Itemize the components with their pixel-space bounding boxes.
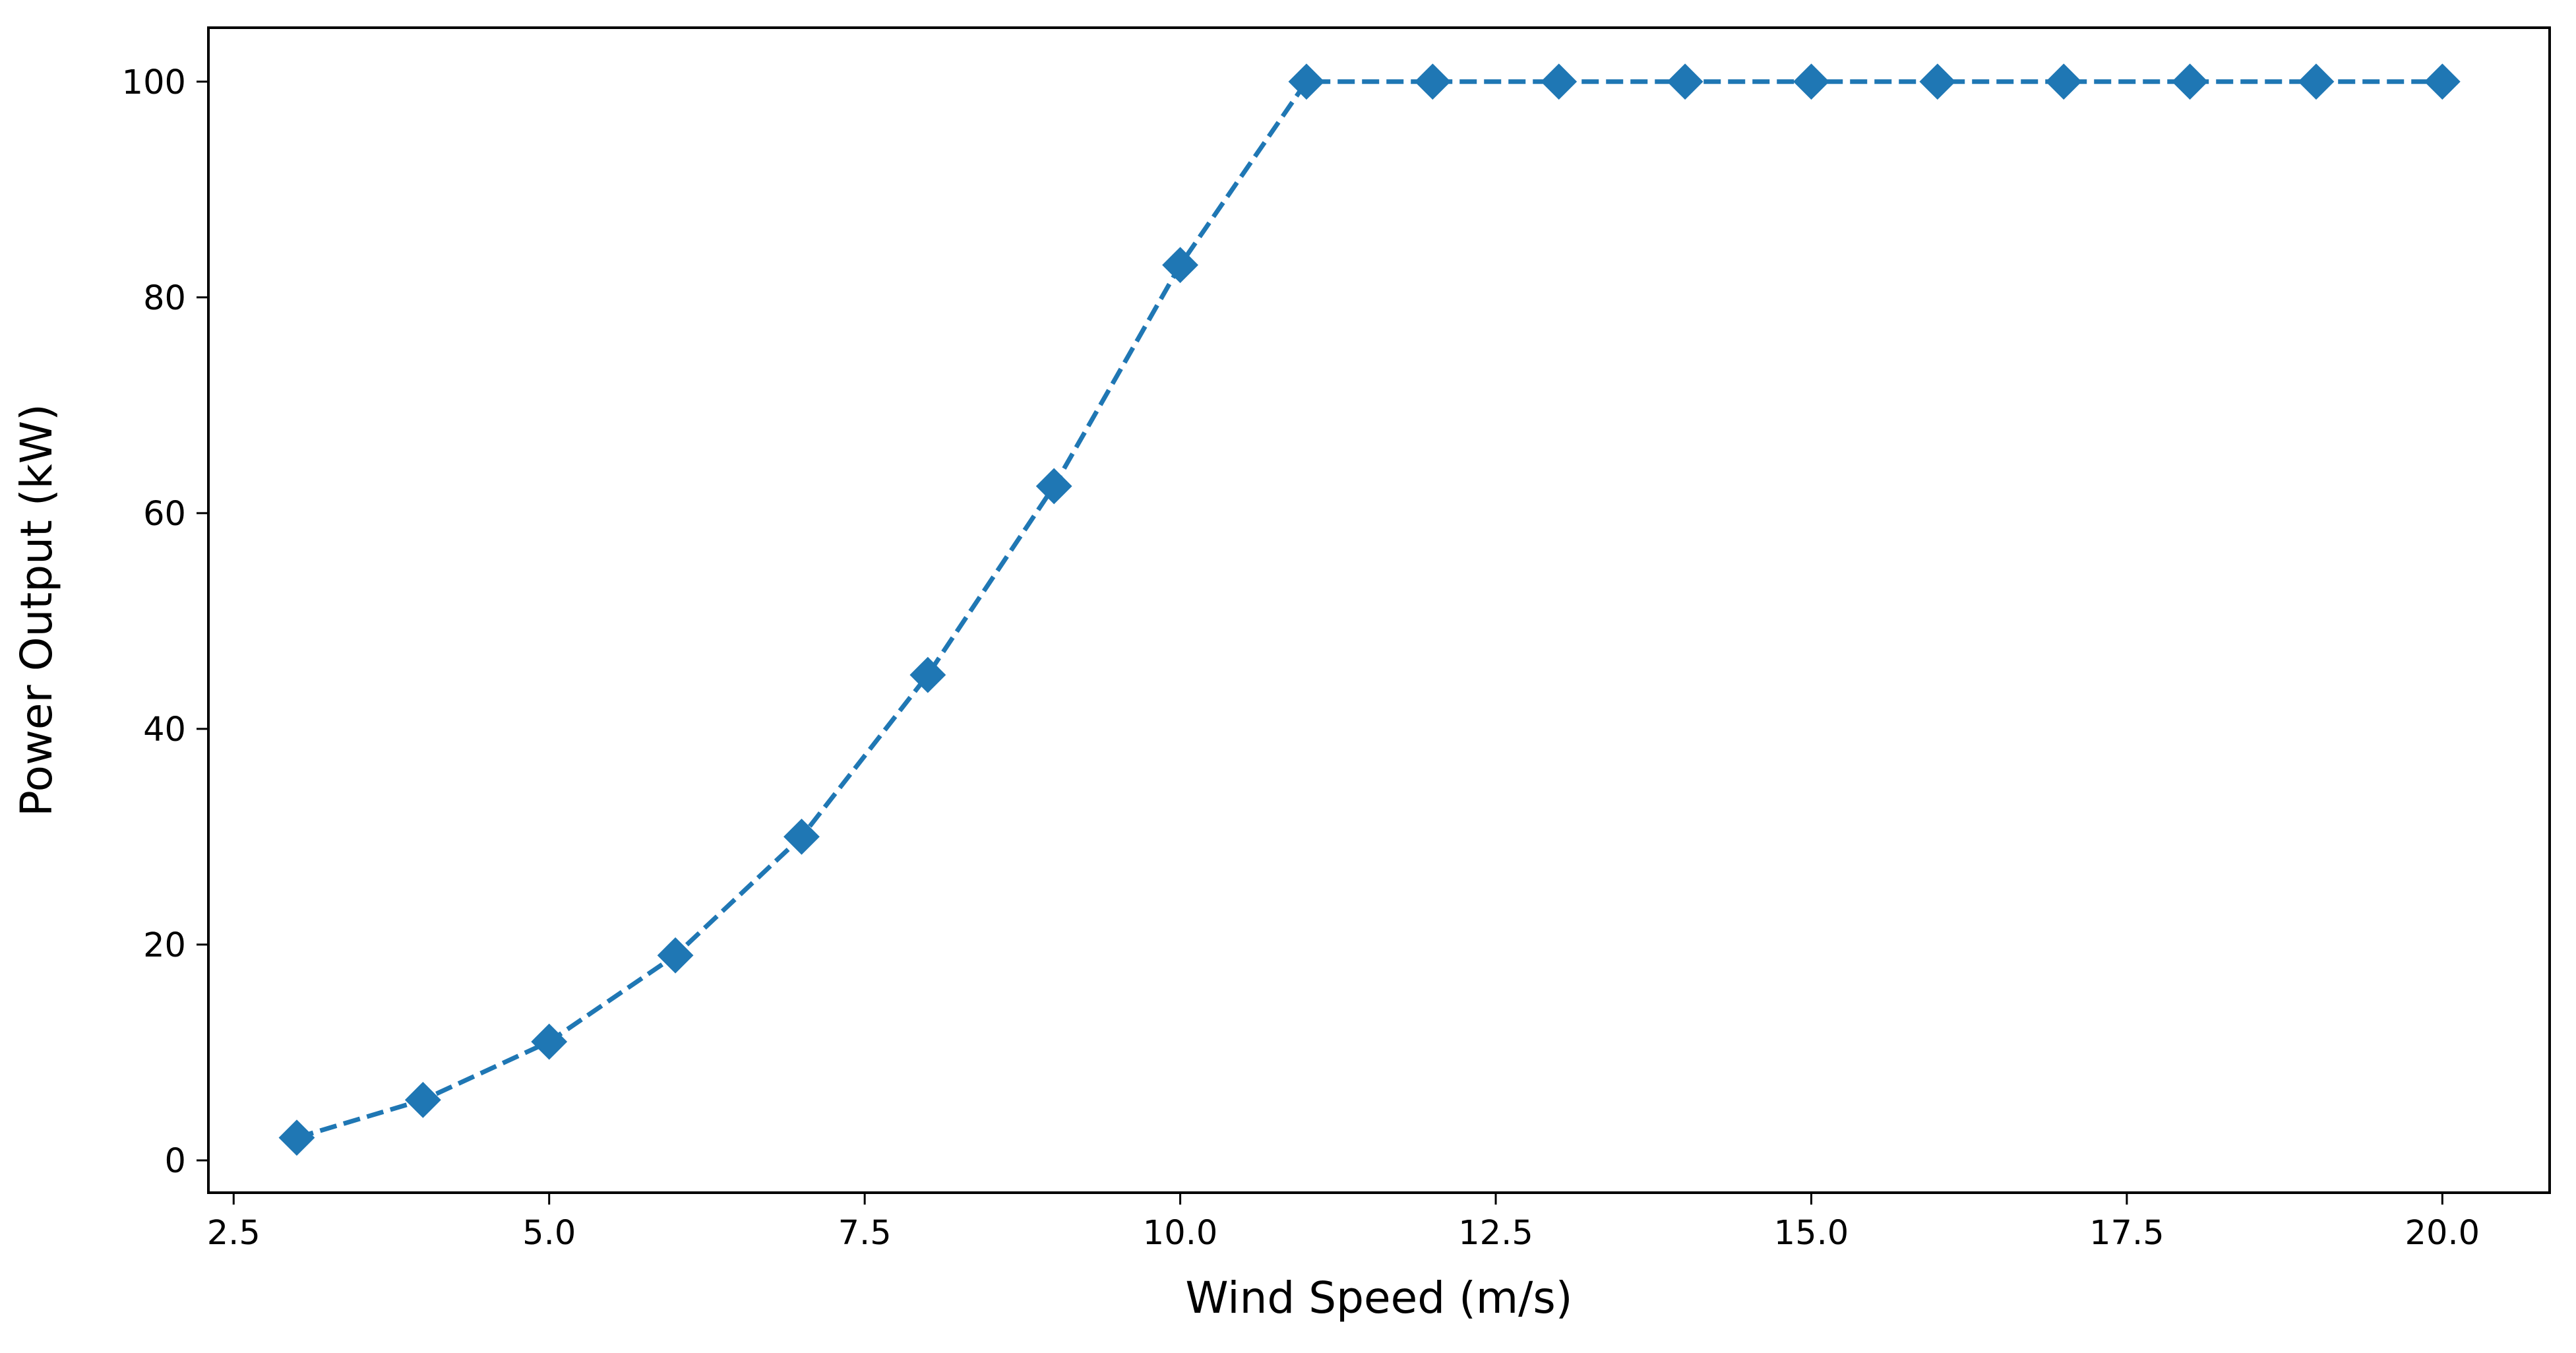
x-tick-label: 10.0 bbox=[1143, 1214, 1218, 1253]
data-point-marker bbox=[404, 1081, 441, 1118]
data-point-marker bbox=[1414, 63, 1451, 100]
axes-frame bbox=[207, 26, 2551, 1194]
x-axis-label: Wind Speed (m/s) bbox=[1185, 1273, 1572, 1323]
x-tick-label: 7.5 bbox=[838, 1214, 892, 1253]
data-point-marker bbox=[2045, 63, 2082, 100]
series-markers bbox=[278, 63, 2461, 1156]
data-point-marker bbox=[278, 1119, 315, 1156]
y-axis-label: Power Output (kW) bbox=[11, 404, 62, 817]
y-tick-label: 100 bbox=[122, 63, 186, 102]
y-tick-label: 40 bbox=[143, 710, 186, 749]
x-axis-ticks: 2.5 5.0 7.5 10.0 12.5 15.0 17.5 20.0 bbox=[207, 1193, 2480, 1253]
data-point-marker bbox=[1162, 247, 1198, 284]
x-tick-label: 20.0 bbox=[2405, 1214, 2480, 1253]
x-tick-label: 17.5 bbox=[2089, 1214, 2164, 1253]
data-point-marker bbox=[2424, 63, 2461, 100]
y-tick-label: 0 bbox=[165, 1142, 186, 1181]
data-point-marker bbox=[2172, 63, 2208, 100]
data-point-marker bbox=[909, 656, 946, 693]
data-point-marker bbox=[1793, 63, 1829, 100]
x-tick-label: 5.0 bbox=[522, 1214, 576, 1253]
x-tick-label: 15.0 bbox=[1774, 1214, 1849, 1253]
y-tick-label: 80 bbox=[143, 279, 186, 318]
data-point-marker bbox=[1288, 63, 1325, 100]
data-point-marker bbox=[657, 937, 694, 974]
data-point-marker bbox=[1919, 63, 1956, 100]
data-point-marker bbox=[1035, 468, 1072, 505]
y-axis-ticks: 0 20 40 60 80 100 bbox=[122, 63, 208, 1181]
data-point-marker bbox=[1541, 63, 1578, 100]
data-point-marker bbox=[1667, 63, 1703, 100]
x-tick-label: 12.5 bbox=[1458, 1214, 1533, 1253]
y-tick-label: 20 bbox=[143, 926, 186, 965]
y-tick-label: 60 bbox=[143, 495, 186, 534]
data-point-marker bbox=[783, 818, 820, 855]
data-point-marker bbox=[2298, 63, 2335, 100]
series-line bbox=[295, 79, 2443, 1140]
data-point-marker bbox=[531, 1023, 568, 1060]
x-tick-label: 2.5 bbox=[207, 1214, 261, 1253]
